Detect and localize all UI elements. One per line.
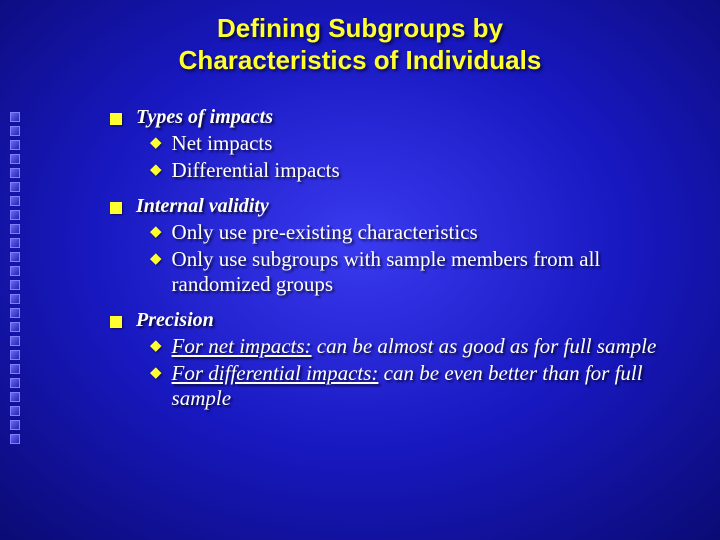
section-0: Types of impacts (110, 106, 690, 129)
decorative-square (10, 378, 20, 388)
decorative-square (10, 308, 20, 318)
diamond-bullet-icon: ◆ (150, 249, 162, 268)
diamond-bullet-icon: ◆ (150, 222, 162, 241)
slide-title: Defining Subgroups by Characteristics of… (0, 12, 720, 76)
square-bullet-icon (110, 316, 122, 328)
square-bullet-icon (110, 202, 122, 214)
list-item-text: Only use pre-existing characteristics (172, 220, 478, 245)
decorative-square (10, 126, 20, 136)
list-item-text: Only use subgroups with sample members f… (172, 247, 690, 297)
title-line-2: Characteristics of Individuals (0, 44, 720, 76)
decorative-square (10, 280, 20, 290)
section-items: ◆ For net impacts: can be almost as good … (150, 334, 690, 411)
decorative-square (10, 294, 20, 304)
section-items: ◆ Net impacts ◆ Differential impacts (150, 131, 690, 183)
diamond-bullet-icon: ◆ (150, 336, 162, 355)
decorative-square (10, 252, 20, 262)
section-heading: Precision (136, 309, 214, 332)
diamond-bullet-icon: ◆ (150, 363, 162, 382)
section-1: Internal validity (110, 195, 690, 218)
decorative-square (10, 112, 20, 122)
section-heading: Internal validity (136, 195, 269, 218)
diamond-bullet-icon: ◆ (150, 133, 162, 152)
decorative-square (10, 322, 20, 332)
decorative-square (10, 392, 20, 402)
decorative-square (10, 350, 20, 360)
decorative-square (10, 420, 20, 430)
decorative-square (10, 266, 20, 276)
title-line-1: Defining Subgroups by (0, 12, 720, 44)
decorative-square (10, 196, 20, 206)
decorative-square (10, 168, 20, 178)
list-item: ◆ Net impacts (150, 131, 690, 156)
list-item: ◆ Only use pre-existing characteristics (150, 220, 690, 245)
decorative-square (10, 364, 20, 374)
section-items: ◆ Only use pre-existing characteristics ◆ O… (150, 220, 690, 297)
section-heading: Types of impacts (136, 106, 273, 129)
left-decorative-squares (10, 112, 24, 444)
list-item-text: Differential impacts (172, 158, 340, 183)
decorative-square (10, 336, 20, 346)
list-item-text: For differential impacts: can be even be… (172, 361, 690, 411)
diamond-bullet-icon: ◆ (150, 160, 162, 179)
decorative-square (10, 434, 20, 444)
decorative-square (10, 182, 20, 192)
decorative-square (10, 210, 20, 220)
decorative-square (10, 406, 20, 416)
list-item: ◆ For net impacts: can be almost as good … (150, 334, 690, 359)
decorative-square (10, 140, 20, 150)
section-2: Precision (110, 309, 690, 332)
list-item: ◆ Differential impacts (150, 158, 690, 183)
list-item-text: Net impacts (172, 131, 273, 156)
list-item: ◆ Only use subgroups with sample members … (150, 247, 690, 297)
slide-content: Types of impacts ◆ Net impacts ◆ Differentia… (110, 100, 690, 423)
decorative-square (10, 224, 20, 234)
decorative-square (10, 154, 20, 164)
list-item: ◆ For differential impacts: can be even b… (150, 361, 690, 411)
decorative-square (10, 238, 20, 248)
square-bullet-icon (110, 113, 122, 125)
list-item-text: For net impacts: can be almost as good a… (172, 334, 657, 359)
